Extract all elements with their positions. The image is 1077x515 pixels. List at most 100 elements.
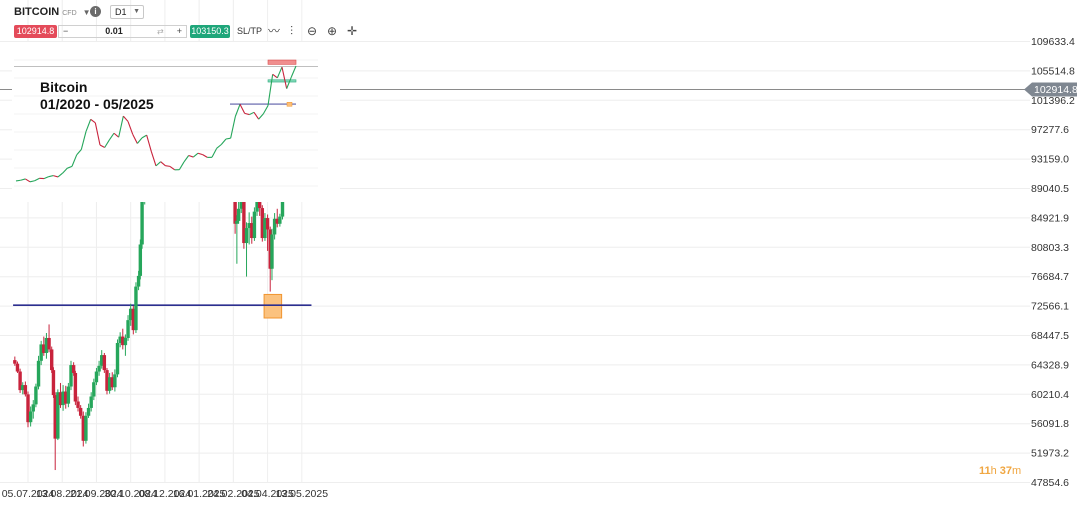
quantity-input[interactable]: 0.01 [105,26,123,36]
candle [250,216,254,244]
current-price-label: 102914.8 [1034,84,1077,96]
candle [34,383,38,408]
inset-series-segment [160,161,166,167]
candle [23,381,28,397]
candle [61,385,65,411]
candle [252,207,257,241]
symbol-selector[interactable]: BITCOIN CFD ▼ [14,6,91,18]
inset-series-segment [99,144,105,148]
y-tick-label: 64328.9 [1031,359,1069,371]
decrease-button[interactable]: − [63,26,69,36]
candle [76,396,80,412]
candle [268,226,272,292]
candle [36,355,41,390]
inset-series-segment [62,167,68,174]
inset-series-segment [113,132,120,138]
candle [39,340,43,366]
y-tick-label: 84921.9 [1031,212,1069,224]
inset-series-segment [94,122,101,146]
candle [260,205,265,242]
candle [64,385,68,409]
candle [110,372,114,391]
inset-series-segment [267,74,274,106]
inset-series-segment [216,144,222,149]
inset-resistance-zone [267,59,297,65]
sltp-button[interactable]: SL/TP [237,26,263,36]
zoom-in-icon[interactable]: ⊕ [327,24,338,38]
candle [28,406,33,427]
candle [138,239,143,280]
candle [97,360,101,376]
chart-toolbar: BITCOIN CFD ▼ i D1 ▼ 102914.8 − 0.01 ⇄ + 1… [0,0,380,44]
x-tick-label: 05.07.2024 [2,488,55,500]
candle [123,334,128,356]
timeframe-select[interactable]: D1 ▼ [110,5,144,19]
x-tick-label: 21.09.2024 [70,488,123,500]
line-chart-icon[interactable]: 〰 [268,24,281,38]
inset-series-segment [136,137,143,144]
inset-series-segment [127,121,134,135]
zoom-out-icon[interactable]: ⊖ [307,24,318,38]
x-tick-label: 16.01.2025 [173,488,226,500]
candle [58,382,63,408]
swap-icon[interactable]: ⇄ [157,27,164,36]
candle [263,213,267,241]
inset-series-segment [146,135,152,152]
inset-series-segment [262,105,269,115]
demand-zone[interactable] [263,293,283,319]
increase-button[interactable]: + [176,26,182,36]
candle [47,324,51,353]
sell-button[interactable]: 102914.8 [14,25,57,38]
inset-series-segment [286,76,292,89]
inset-demand-zone [286,102,293,107]
candle [115,339,120,378]
candle [89,392,93,412]
candle [15,361,20,373]
candle [42,336,46,356]
inset-series-segment [244,112,250,116]
chevron-down-icon: ▼ [82,8,91,17]
candle [51,367,56,398]
inset-series-segment [290,65,297,78]
y-tick-label: 89040.5 [1031,183,1069,195]
inset-series-segment [71,154,78,167]
inset-series-segment [211,148,218,158]
info-icon[interactable]: i [90,6,101,17]
candle [56,389,60,441]
y-tick-label: 97277.6 [1031,124,1069,136]
quantity-stepper[interactable]: − 0.01 ⇄ + [58,25,187,38]
inset-series-segment [225,137,231,140]
inset-series-segment [85,119,92,132]
buy-button[interactable]: 103150.3 [190,25,230,38]
y-tick-label: 56091.8 [1031,418,1069,430]
y-tick-label: 68447.5 [1031,330,1069,342]
inset-series-segment [249,111,255,116]
chevron-down-icon: ▼ [133,8,140,15]
y-tick-label: 76684.7 [1031,271,1069,283]
candle [126,315,130,341]
candle [121,328,125,350]
candle [94,367,99,386]
candle [73,370,78,406]
inset-series-segment [239,104,246,114]
x-tick-label: 04.04.2025 [241,488,294,500]
candle [275,208,279,228]
inset-series-segment [34,177,40,182]
inset-series-segment [48,175,54,178]
candle [118,332,122,348]
inset-series-segment [169,165,175,171]
inset-series-segment [178,161,185,171]
crosshair-icon[interactable]: ✛ [347,24,358,38]
inset-series-segment [253,111,260,120]
symbol-name: BITCOIN [14,6,60,18]
x-tick-label: 13.05.2025 [276,488,329,500]
indicators-icon[interactable]: ⫶ [290,24,294,38]
inset-series-segment [132,133,138,144]
candle [13,356,17,366]
inset-series-segment [155,161,162,167]
inset-series-segment [165,165,171,167]
candle [53,392,57,471]
inset-series-segment [122,115,129,122]
